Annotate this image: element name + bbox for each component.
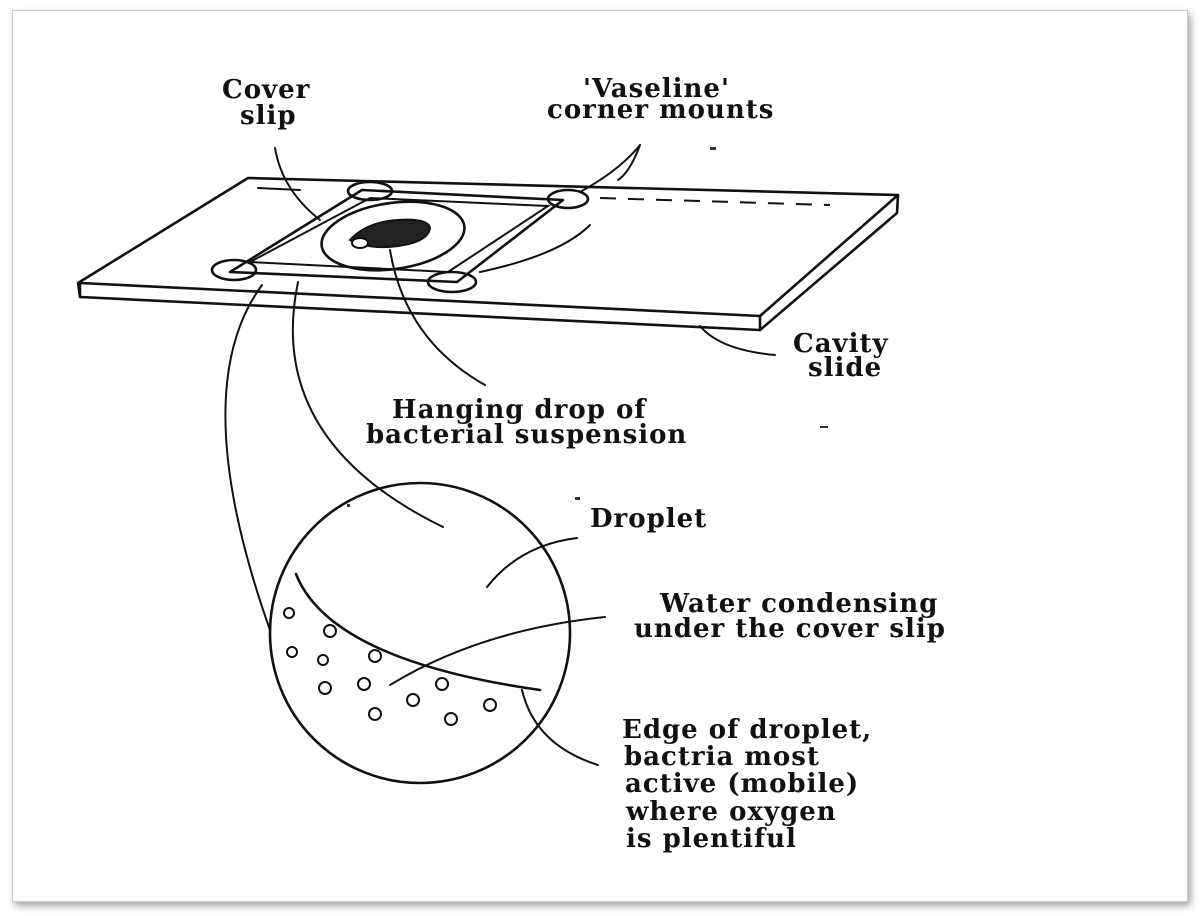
vaseline-mount: [546, 188, 590, 210]
hanging-drop: [348, 218, 432, 249]
label-droplet: Droplet: [590, 504, 707, 534]
bacteria: [283, 607, 497, 726]
specks: [347, 147, 828, 507]
label-edge-of-droplet: Edge of droplet, bactria most active (mo…: [622, 715, 882, 854]
magnified-droplet-view: [268, 481, 572, 785]
vaseline-mount: [210, 258, 258, 282]
vaseline-mount: [426, 270, 478, 294]
cavity-slide: [76, 176, 900, 332]
label-hanging-drop: Hanging drop of bacterial suspension: [366, 395, 687, 450]
vaseline-corner-mounts: [210, 180, 590, 294]
label-vaseline-corner-mounts: 'Vaseline' corner mounts: [547, 74, 774, 125]
drop-highlight: [351, 237, 369, 249]
diagram-frame: [12, 10, 1188, 902]
leader-lines: [224, 144, 776, 766]
vaseline-mount: [346, 180, 394, 202]
label-cavity-slide: Cavity slide: [793, 329, 899, 383]
cover-slip-inner-edge: [246, 196, 552, 274]
label-water-condensing: Water condensing under the cover slip: [634, 589, 948, 644]
label-cover-slip: Cover slip: [222, 75, 320, 131]
